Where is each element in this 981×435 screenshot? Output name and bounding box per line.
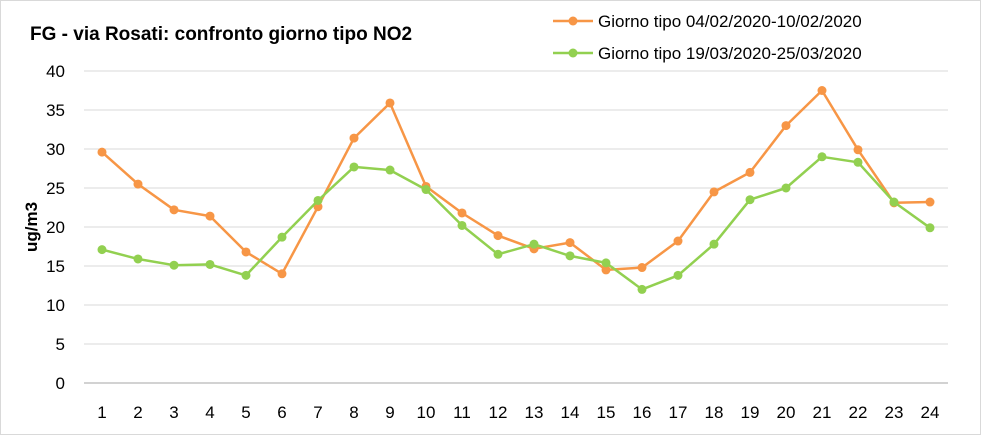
legend-swatch-marker (568, 48, 578, 58)
series-1 (97, 86, 935, 279)
y-tick-10: 10 (46, 296, 65, 315)
gridlines (84, 70, 948, 384)
series-1-point-9 (385, 98, 395, 108)
series-2-point-3 (169, 260, 179, 270)
legend: Giorno tipo 04/02/2020-10/02/2020 Giorno … (553, 12, 862, 63)
series-2-point-18 (709, 239, 719, 249)
series-2-point-23 (889, 197, 899, 207)
series-1-point-16 (637, 263, 647, 273)
series-1-point-5 (241, 247, 251, 257)
x-tick-8: 8 (349, 403, 358, 422)
x-tick-2: 2 (133, 403, 142, 422)
legend-label: Giorno tipo 04/02/2020-10/02/2020 (598, 12, 862, 31)
series-2-point-11 (457, 220, 467, 230)
series-2-point-15 (601, 258, 611, 268)
series-1-point-1 (97, 147, 107, 157)
x-tick-14: 14 (561, 403, 580, 422)
series-2-point-24 (925, 223, 935, 233)
y-tick-15: 15 (46, 257, 65, 276)
series-2-point-19 (745, 195, 755, 205)
legend-item-1: Giorno tipo 04/02/2020-10/02/2020 (553, 12, 862, 31)
series-2-point-4 (205, 259, 215, 269)
x-tick-6: 6 (277, 403, 286, 422)
legend-label: Giorno tipo 19/03/2020-25/03/2020 (598, 44, 862, 63)
x-tick-18: 18 (705, 403, 724, 422)
series-1-point-22 (853, 145, 863, 155)
series-1-point-24 (925, 197, 935, 207)
x-tick-23: 23 (885, 403, 904, 422)
series-1-point-4 (205, 211, 215, 221)
chart-title: FG - via Rosati: confronto giorno tipo N… (30, 24, 412, 45)
x-tick-22: 22 (849, 403, 868, 422)
series-1-point-6 (277, 269, 287, 279)
series-2-point-21 (817, 152, 827, 162)
legend-swatch-marker (568, 16, 578, 26)
legend-item-2: Giorno tipo 19/03/2020-25/03/2020 (553, 44, 862, 63)
x-tick-20: 20 (777, 403, 796, 422)
series-2-point-14 (565, 251, 575, 261)
x-tick-4: 4 (205, 403, 214, 422)
series-2-line (101, 155, 931, 291)
x-tick-7: 7 (313, 403, 322, 422)
x-tick-11: 11 (453, 403, 471, 422)
y-tick-35: 35 (46, 101, 65, 120)
y-tick-25: 25 (46, 179, 65, 198)
y-tick-labels: 0 5 10 15 20 25 30 35 40 (46, 62, 65, 393)
series-2-point-16 (637, 284, 647, 294)
series-1-point-19 (745, 167, 755, 177)
y-tick-20: 20 (46, 218, 65, 237)
series-2-point-2 (133, 254, 143, 264)
series-1-point-20 (781, 121, 791, 131)
x-tick-9: 9 (385, 403, 394, 422)
series-2-point-12 (493, 249, 503, 259)
series-2-point-7 (313, 195, 323, 205)
series-1-point-8 (349, 133, 359, 143)
series-2-point-20 (781, 183, 791, 193)
series-1-point-2 (133, 179, 143, 189)
series-2 (97, 152, 935, 294)
x-tick-10: 10 (417, 403, 436, 422)
series-2-point-22 (853, 157, 863, 167)
x-tick-labels: 1 2 3 4 5 6 7 8 9 10 11 12 13 14 15 16 17 18 19 20 21 22 23 24 (97, 403, 939, 422)
x-tick-16: 16 (633, 403, 652, 422)
x-tick-1: 1 (97, 403, 106, 422)
series-1-point-15 (601, 265, 611, 275)
series-1-point-12 (493, 231, 503, 241)
x-tick-17: 17 (669, 403, 688, 422)
x-tick-15: 15 (597, 403, 616, 422)
x-tick-21: 21 (813, 403, 832, 422)
x-tick-13: 13 (525, 403, 544, 422)
series-2-point-8 (349, 162, 359, 172)
series-2-point-13 (529, 239, 539, 249)
series-1-point-21 (817, 86, 827, 95)
series-1-point-17 (673, 236, 683, 246)
x-tick-12: 12 (489, 403, 508, 422)
y-tick-0: 0 (56, 374, 65, 393)
series-2-point-1 (97, 245, 107, 255)
y-axis-label: ug/m3 (22, 202, 41, 252)
series-1-point-18 (709, 187, 719, 197)
x-tick-3: 3 (169, 403, 178, 422)
series-2-point-17 (673, 270, 683, 280)
x-tick-5: 5 (241, 403, 250, 422)
series-1-point-3 (169, 205, 179, 215)
series-2-point-6 (277, 232, 287, 242)
x-tick-24: 24 (921, 403, 940, 422)
series-2-point-10 (421, 185, 431, 195)
series-1-line (101, 89, 931, 276)
series-2-point-9 (385, 165, 395, 175)
series-1-point-14 (565, 238, 575, 248)
y-tick-5: 5 (56, 335, 65, 354)
series-2-point-5 (241, 270, 251, 280)
series-group (97, 86, 935, 294)
series-1-point-11 (457, 208, 467, 218)
y-tick-30: 30 (46, 140, 65, 159)
y-tick-40: 40 (46, 62, 65, 81)
x-tick-19: 19 (741, 403, 760, 422)
